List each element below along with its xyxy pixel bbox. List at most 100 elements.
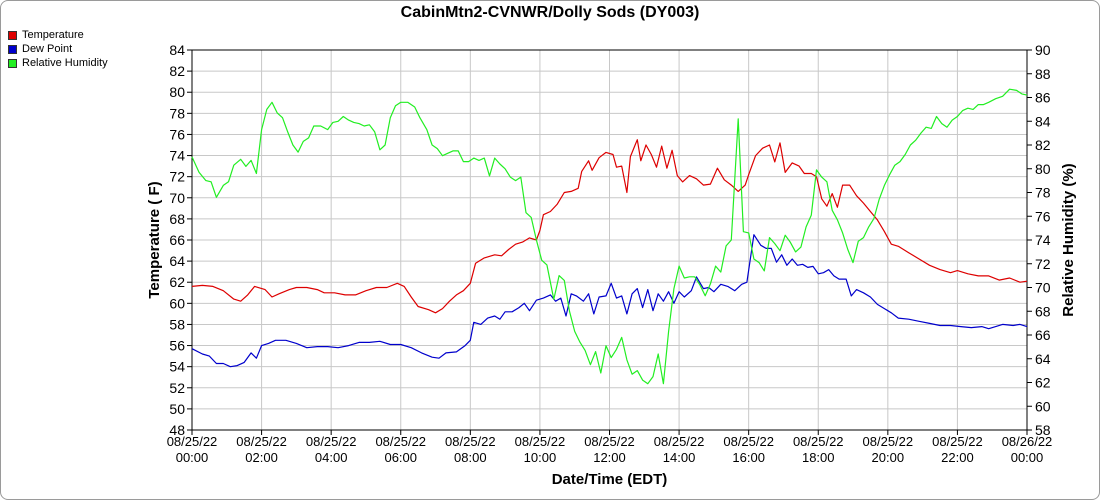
y2-tick: 72 [1027, 256, 1051, 272]
x-tick-date: 08/25/22 [863, 434, 914, 449]
y-tick-label: 70 [169, 190, 185, 206]
x-tick-time: 00:00 [1011, 450, 1044, 465]
x-tick-time: 16:00 [732, 450, 765, 465]
x-tick-time: 22:00 [941, 450, 974, 465]
y-tick-label: 74 [169, 148, 185, 164]
y2-tick-label: 66 [1035, 327, 1051, 343]
y-tick-label: 78 [169, 105, 185, 121]
y-tick: 64 [169, 253, 192, 269]
y2-tick: 86 [1027, 90, 1051, 106]
y2-tick: 90 [1027, 42, 1051, 58]
legend-label-dew-point: Dew Point [22, 43, 73, 55]
y-tick: 60 [169, 295, 192, 311]
y2-tick: 74 [1027, 232, 1051, 248]
x-tick-date: 08/25/22 [167, 434, 218, 449]
x-tick-date: 08/25/22 [932, 434, 983, 449]
y2-tick-label: 64 [1035, 351, 1051, 367]
x-axis-ticks: 08/25/2200:0008/25/2202:0008/25/2204:000… [167, 430, 1053, 465]
y2-tick-label: 58 [1035, 422, 1051, 438]
y-tick: 80 [169, 84, 192, 100]
y2-tick: 64 [1027, 351, 1051, 367]
chart-legend: Temperature Dew Point Relative Humidity [8, 28, 108, 70]
y-tick-label: 68 [169, 211, 185, 227]
x-tick-time: 00:00 [176, 450, 209, 465]
legend-item-temperature: Temperature [8, 28, 108, 42]
x-tick-date: 08/25/22 [306, 434, 357, 449]
y-axis-right-ticks: 58 60 62 64 66 68 70 72 74 76 78 80 82 84 86 88 90 [1027, 42, 1051, 438]
x-tick-date: 08/26/22 [1002, 434, 1053, 449]
y-tick: 78 [169, 105, 192, 121]
y-tick-label: 64 [169, 253, 185, 269]
x-tick-date: 08/25/22 [375, 434, 426, 449]
y2-tick: 62 [1027, 375, 1051, 391]
y-tick-label: 54 [169, 359, 185, 375]
y2-tick-label: 74 [1035, 232, 1051, 248]
y-axis-right-title: Relative Humidity (%) [1060, 163, 1077, 316]
y-tick-label: 62 [169, 274, 185, 290]
y2-tick: 68 [1027, 303, 1051, 319]
x-tick-time: 04:00 [315, 450, 348, 465]
legend-label-relative-humidity: Relative Humidity [22, 57, 108, 69]
y-tick: 52 [169, 380, 192, 396]
legend-swatch-relative-humidity [8, 58, 17, 68]
y-tick-label: 58 [169, 316, 185, 332]
y-tick-label: 60 [169, 295, 185, 311]
x-tick-time: 14:00 [663, 450, 696, 465]
series-line-dew-point [191, 234, 1028, 368]
x-tick-date: 08/25/22 [445, 434, 496, 449]
y-tick: 70 [169, 190, 192, 206]
x-tick-date: 08/25/22 [723, 434, 774, 449]
y2-tick: 70 [1027, 280, 1051, 296]
y2-tick-label: 68 [1035, 303, 1051, 319]
y-tick: 56 [169, 338, 192, 354]
y2-tick-label: 80 [1035, 161, 1051, 177]
y-tick: 82 [169, 63, 192, 79]
y-tick-label: 52 [169, 380, 185, 396]
y-tick-label: 76 [169, 126, 185, 142]
y2-tick-label: 86 [1035, 90, 1051, 106]
y2-tick: 84 [1027, 113, 1051, 129]
y2-tick-label: 76 [1035, 208, 1051, 224]
y-tick: 50 [169, 401, 192, 417]
x-tick-date: 08/25/22 [654, 434, 705, 449]
x-tick-date: 08/25/22 [515, 434, 566, 449]
legend-item-dew-point: Dew Point [8, 42, 108, 56]
y2-tick-label: 78 [1035, 185, 1051, 201]
y2-tick-label: 84 [1035, 113, 1051, 129]
y-tick-label: 72 [169, 169, 185, 185]
y-tick: 66 [169, 232, 192, 248]
y2-tick: 78 [1027, 185, 1051, 201]
y2-tick-label: 88 [1035, 66, 1051, 82]
y-tick-label: 48 [169, 422, 185, 438]
y-tick-label: 66 [169, 232, 185, 248]
y-tick: 74 [169, 148, 192, 164]
y2-tick-label: 60 [1035, 398, 1051, 414]
x-tick-time: 10:00 [524, 450, 557, 465]
legend-swatch-temperature [8, 30, 17, 40]
y-tick-label: 82 [169, 63, 185, 79]
y2-tick-label: 72 [1035, 256, 1051, 272]
y-tick-label: 50 [169, 401, 185, 417]
series-line-temperature [191, 139, 1028, 314]
series-line-relative-humidity [191, 88, 1028, 385]
x-tick-time: 06:00 [384, 450, 417, 465]
y-tick: 76 [169, 126, 192, 142]
y-tick: 68 [169, 211, 192, 227]
y2-tick-label: 70 [1035, 280, 1051, 296]
y-tick-label: 84 [169, 42, 185, 58]
y2-tick: 76 [1027, 208, 1051, 224]
x-tick-date: 08/25/22 [236, 434, 287, 449]
legend-item-relative-humidity: Relative Humidity [8, 56, 108, 70]
y-tick: 54 [169, 359, 192, 375]
x-tick-time: 18:00 [802, 450, 835, 465]
y2-tick: 80 [1027, 161, 1051, 177]
